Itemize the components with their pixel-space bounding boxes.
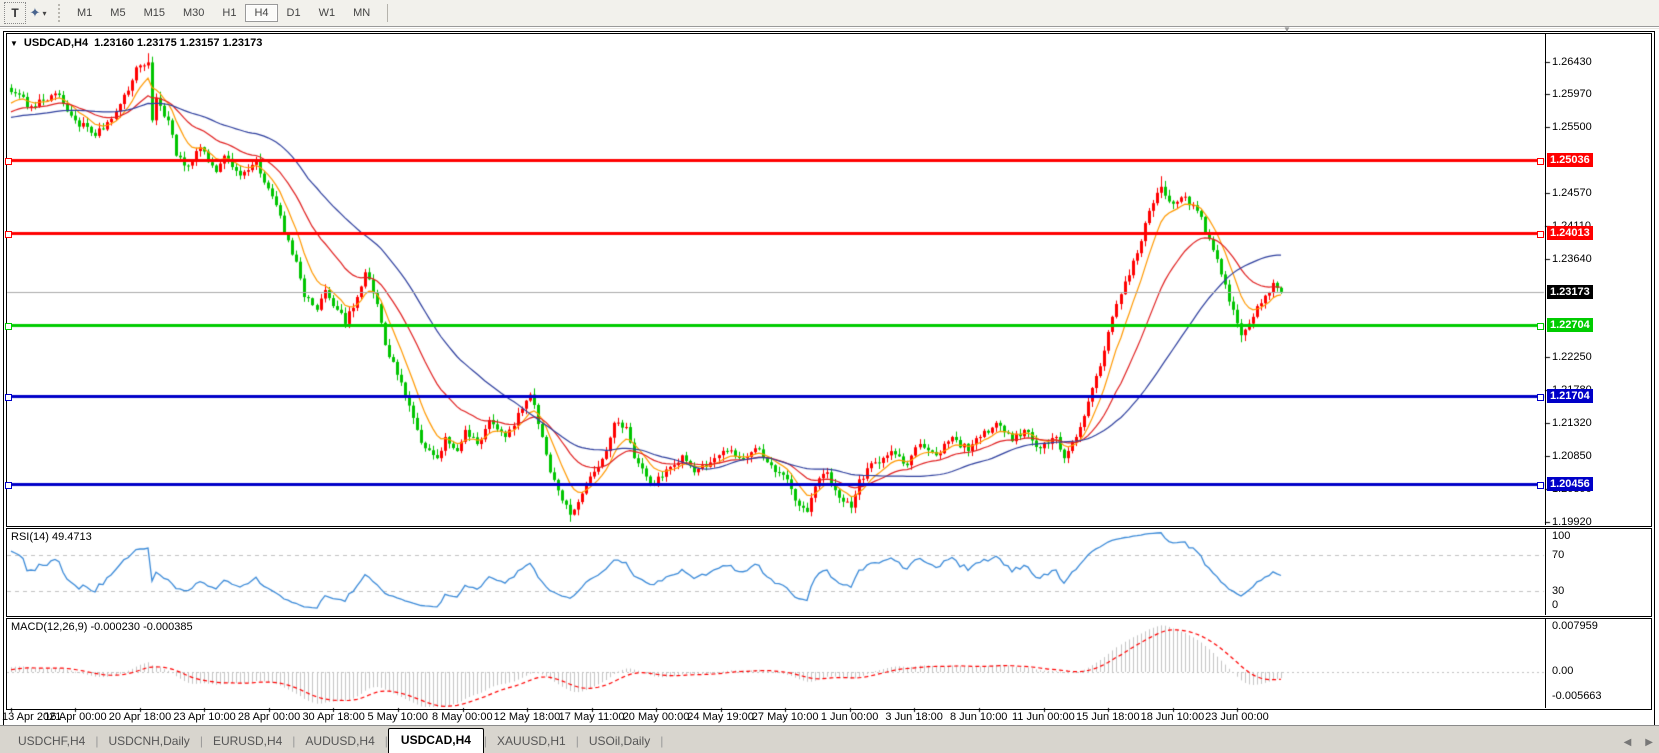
toolbar-groove xyxy=(0,26,1659,29)
timeframe-button-h4[interactable]: H4 xyxy=(245,4,278,22)
timeframe-button-d1[interactable]: D1 xyxy=(286,7,301,19)
hline-right-handle[interactable] xyxy=(1537,158,1544,166)
price-axis-border xyxy=(1545,33,1546,525)
tab-separator: | xyxy=(95,734,99,748)
text-tool-button[interactable]: T xyxy=(4,2,26,24)
hline-price-chip: 1.22704 xyxy=(1547,318,1593,333)
price-axis-tick: 1.25500 xyxy=(1552,121,1592,134)
symbol-tab-xauusd[interactable]: XAUUSD,H1 xyxy=(497,734,566,748)
time-axis-label: 12 May 18:00 xyxy=(493,711,561,723)
rsi-axis-tick: 70 xyxy=(1552,549,1565,561)
dropdown-caret-icon: ▾ xyxy=(42,8,47,18)
hline-right-handle[interactable] xyxy=(1537,393,1544,401)
time-axis-label: 11 Jun 00:00 xyxy=(1012,711,1075,723)
time-axis-label: 13 Apr 2021 xyxy=(2,711,62,723)
tab-separator: | xyxy=(660,734,664,748)
current-price-chip: 1.23173 xyxy=(1547,284,1593,299)
tab-separator: | xyxy=(199,734,203,748)
chart-title: ▼ USDCAD,H4 1.23160 1.23175 1.23157 1.23… xyxy=(10,37,262,49)
rsi-label: RSI(14) 49.4713 xyxy=(11,531,92,543)
time-axis-label: 16 Apr 00:00 xyxy=(44,711,107,723)
time-axis-label: 8 Jun 10:00 xyxy=(949,711,1008,723)
price-axis-tick: 1.24570 xyxy=(1552,187,1592,200)
macd-label: MACD(12,26,9) -0.000230 -0.000385 xyxy=(11,621,193,633)
time-axis-label: 18 Jun 10:00 xyxy=(1140,711,1205,723)
time-axis-label: 1 Jun 00:00 xyxy=(820,711,879,723)
price-axis-tick: 1.21320 xyxy=(1552,416,1592,429)
time-axis-label: 3 Jun 18:00 xyxy=(885,711,943,723)
tab-separator: | xyxy=(575,734,579,748)
hline-left-handle[interactable] xyxy=(5,230,12,238)
toolbar-separator xyxy=(387,4,389,22)
hline-left-handle[interactable] xyxy=(5,393,12,401)
drawing-tool-button[interactable]: ✦ ▾ xyxy=(28,3,48,23)
macd-axis-tick: 0.00 xyxy=(1552,665,1574,677)
collapse-triangle-icon[interactable]: ▼ xyxy=(10,38,18,48)
price-axis-tick: 1.22250 xyxy=(1552,351,1592,364)
time-axis-label: 15 Jun 18:00 xyxy=(1076,711,1140,723)
tab-separator: | xyxy=(483,734,488,748)
hline-right-handle[interactable] xyxy=(1537,230,1544,238)
hline-left-handle[interactable] xyxy=(5,158,12,166)
hline-price-chip: 1.20456 xyxy=(1547,476,1593,491)
price-axis-tick: 1.23640 xyxy=(1552,252,1592,265)
time-axis-label: 5 May 10:00 xyxy=(367,711,429,723)
timeframe-button-m5[interactable]: M5 xyxy=(110,7,126,19)
symbol-tab-audusd[interactable]: AUDUSD,H4 xyxy=(305,734,375,748)
time-axis-label: 27 May 10:00 xyxy=(751,711,819,723)
symbol-tab-usdchf[interactable]: USDCHF,H4 xyxy=(18,734,86,748)
symbol-tab-usdcad[interactable]: USDCAD,H4 xyxy=(387,728,484,753)
hline-price-chip: 1.25036 xyxy=(1547,153,1593,168)
time-axis-label: 24 May 19:00 xyxy=(687,711,754,723)
rsi-axis-tick: 0 xyxy=(1552,599,1559,611)
price-axis-tick: 1.19920 xyxy=(1552,515,1592,528)
chart-symbol-period: USDCAD,H4 xyxy=(23,37,89,49)
timeframe-button-mn[interactable]: MN xyxy=(353,7,371,19)
price-axis-tick: 1.25970 xyxy=(1552,88,1592,101)
symbol-tab-bar: USDCHF,H4 | USDCNH,Daily | EURUSD,H4 | AUDUSD,… xyxy=(0,725,1659,753)
rsi-axis-tick: 100 xyxy=(1552,530,1571,542)
splitter-marker-icon[interactable]: ▼ xyxy=(1283,25,1291,34)
timeframe-button-m30[interactable]: M30 xyxy=(182,7,205,19)
macd-axis-border xyxy=(1545,618,1546,708)
symbol-tab-usdcnh[interactable]: USDCNH,Daily xyxy=(108,734,190,748)
timeframe-button-m1[interactable]: M1 xyxy=(77,7,93,19)
rsi-axis-border xyxy=(1545,528,1546,615)
time-axis-label: 23 Jun 00:00 xyxy=(1205,711,1269,723)
tab-separator: | xyxy=(384,734,388,748)
drawing-tool-icon: ✦ xyxy=(29,5,41,20)
time-axis-label: 28 Apr 00:00 xyxy=(237,711,301,723)
time-axis-label: 23 Apr 10:00 xyxy=(173,711,236,723)
time-axis-label: 20 Apr 18:00 xyxy=(108,711,172,723)
time-axis-label: 20 May 00:00 xyxy=(622,711,690,723)
symbol-tab-usoil[interactable]: USOil,Daily xyxy=(588,734,651,748)
timeframe-button-m15[interactable]: M15 xyxy=(143,7,165,19)
toolbar-grip[interactable] xyxy=(57,4,62,22)
timeframe-button-w1[interactable]: W1 xyxy=(318,7,336,19)
tab-separator: | xyxy=(292,734,296,748)
price-axis-tick: 1.26430 xyxy=(1552,55,1592,68)
hline-price-chip: 1.24013 xyxy=(1547,225,1593,240)
macd-axis-tick: -0.005663 xyxy=(1552,690,1602,702)
hline-right-handle[interactable] xyxy=(1537,481,1544,489)
time-axis-label: 30 Apr 18:00 xyxy=(302,711,365,723)
top-toolbar: T ✦ ▾ M1 M5 M15 M30 H1 H4 D1 W1 MN xyxy=(0,0,1659,29)
chart-ohlc-values: 1.23160 1.23175 1.23157 1.23173 xyxy=(94,37,263,49)
hline-left-handle[interactable] xyxy=(5,323,12,331)
hline-left-handle[interactable] xyxy=(5,481,12,489)
hline-right-handle[interactable] xyxy=(1537,323,1544,331)
time-axis-label: 17 May 11:00 xyxy=(558,711,625,723)
timeframe-button-h1[interactable]: H1 xyxy=(222,7,237,19)
tab-scroll-left-icon[interactable]: ◀ xyxy=(1623,737,1632,748)
price-axis-tick: 1.20850 xyxy=(1552,450,1592,463)
symbol-tab-eurusd[interactable]: EURUSD,H4 xyxy=(212,734,283,748)
tab-scroll-right-icon[interactable]: ▶ xyxy=(1645,737,1653,748)
rsi-axis-tick: 30 xyxy=(1552,585,1565,597)
time-axis-label: 8 May 00:00 xyxy=(432,711,493,723)
macd-axis-tick: 0.007959 xyxy=(1552,620,1598,632)
hline-price-chip: 1.21704 xyxy=(1547,388,1593,403)
